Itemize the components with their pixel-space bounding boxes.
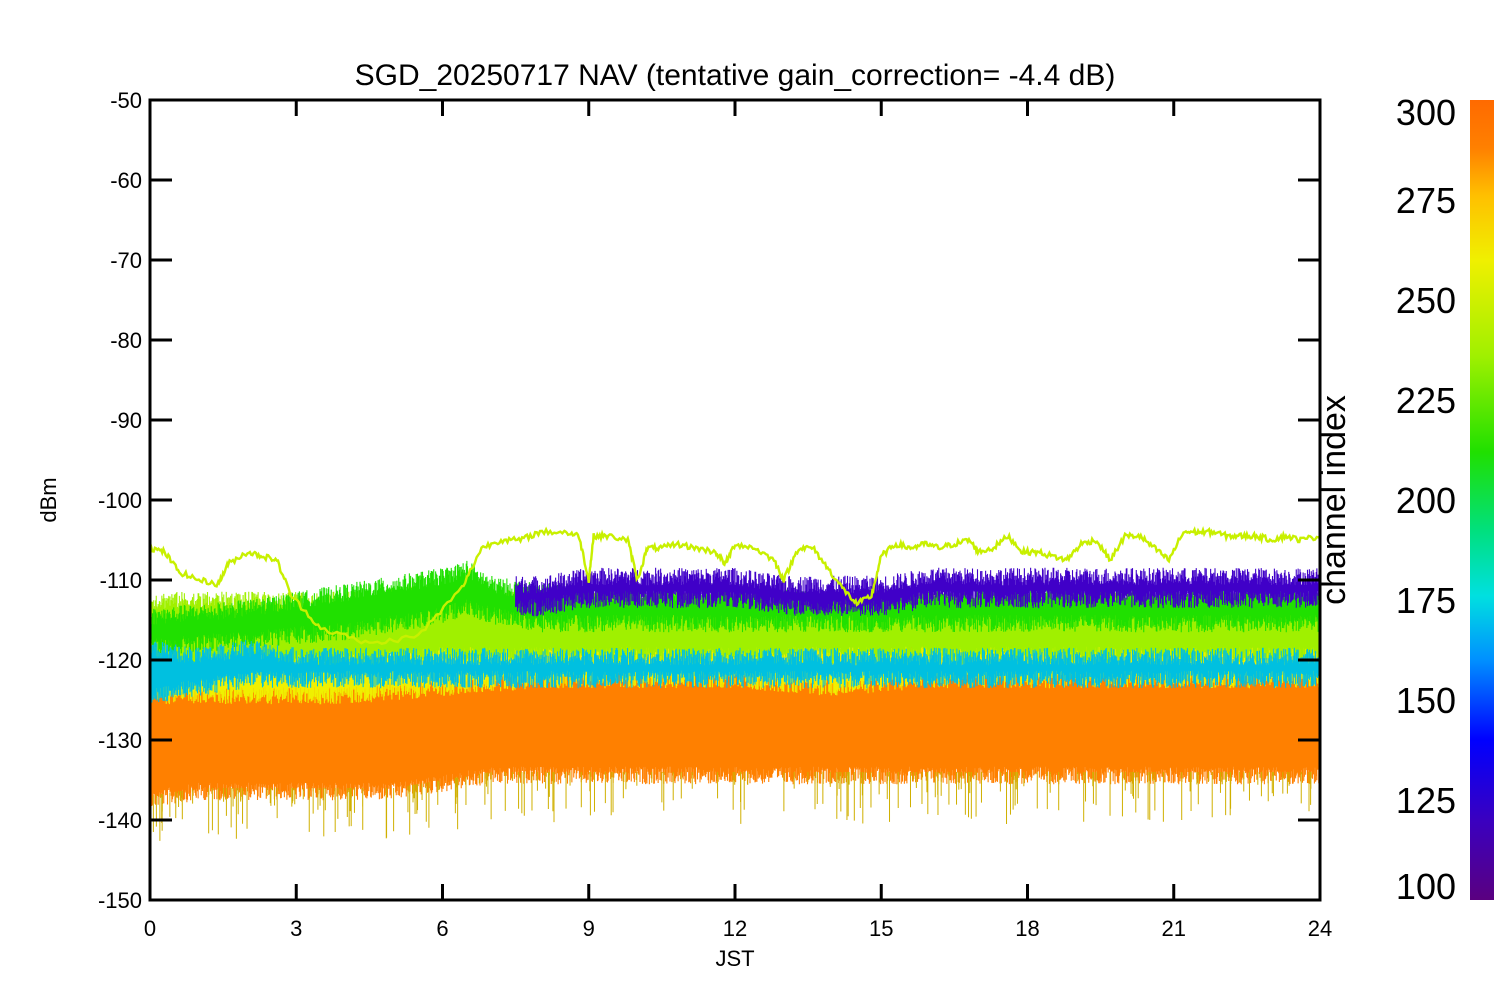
x-tick-label: 21 xyxy=(1162,916,1186,941)
series-5 xyxy=(150,640,1320,703)
y-tick-label: -140 xyxy=(98,808,142,833)
x-tick-label: 6 xyxy=(436,916,448,941)
colorbar-tick-label: 225 xyxy=(1396,380,1456,421)
series-line-7 xyxy=(150,526,1320,645)
chart-title: SGD_20250717 NAV (tentative gain_correct… xyxy=(355,59,1116,92)
x-axis-ticks: 0 3 6 9 12 15 18 21 24 xyxy=(144,100,1332,941)
y-tick-label: -120 xyxy=(98,648,142,673)
y-tick-label: -80 xyxy=(110,328,142,353)
y-tick-label: -110 xyxy=(100,568,142,593)
y-tick-label: -90 xyxy=(110,408,142,433)
colorbar-tick-label: 300 xyxy=(1396,92,1456,133)
x-tick-label: 15 xyxy=(869,916,893,941)
x-tick-label: 3 xyxy=(290,916,302,941)
series-band-1 xyxy=(150,631,1320,809)
y-tick-label: -60 xyxy=(110,168,142,193)
colorbar-ticks: 300 275 250 225 200 175 150 125 100 xyxy=(1396,92,1456,907)
x-tick-label: 0 xyxy=(144,916,156,941)
colorbar-tick-label: 150 xyxy=(1396,680,1456,721)
plot-data-layer xyxy=(150,526,1320,841)
colorbar-tick-label: 100 xyxy=(1396,866,1456,907)
series-1 xyxy=(150,631,1320,841)
colorbar-tick-label: 200 xyxy=(1396,480,1456,521)
x-tick-label: 18 xyxy=(1015,916,1039,941)
colorbar-tick-label: 275 xyxy=(1396,180,1456,221)
y-tick-label: -50 xyxy=(110,88,142,113)
x-tick-label: 24 xyxy=(1308,916,1332,941)
y-tick-label: -70 xyxy=(110,248,142,273)
y-axis-ticks: -50 -60 -70 -80 -90 -100 -110 -120 -130 -140 -150 xyxy=(98,88,1320,913)
x-tick-label: 12 xyxy=(723,916,747,941)
series-band-5 xyxy=(150,640,1320,703)
x-tick-label: 9 xyxy=(583,916,595,941)
x-axis-label: JST xyxy=(715,946,754,971)
series-7 xyxy=(150,526,1320,645)
y-tick-label: -150 xyxy=(98,888,142,913)
colorbar-label: channel index xyxy=(1315,395,1353,605)
colorbar-tick-label: 125 xyxy=(1396,780,1456,821)
y-tick-label: -100 xyxy=(98,488,142,513)
y-tick-label: -130 xyxy=(98,728,142,753)
y-axis-label: dBm xyxy=(36,477,61,522)
colorbar xyxy=(1470,100,1494,900)
colorbar-tick-label: 250 xyxy=(1396,280,1456,321)
series-spikes xyxy=(152,772,1320,841)
colorbar-tick-label: 175 xyxy=(1396,580,1456,621)
